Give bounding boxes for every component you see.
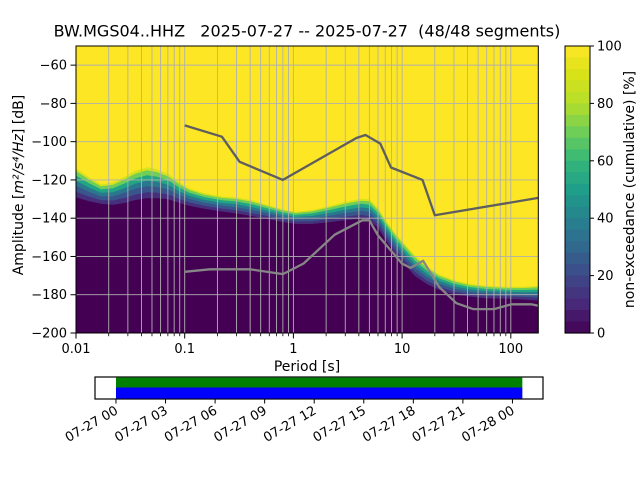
timeline-tick-label: 07-27 15 — [311, 403, 369, 445]
timeline-coverage-bar-blue — [115, 387, 523, 399]
timeline-data-bar-green — [115, 377, 523, 388]
colorbar-step — [565, 57, 590, 70]
y-tick-label: −160 — [31, 250, 67, 265]
colorbar-tick-label: 60 — [597, 154, 614, 169]
colorbar-tick-label: 80 — [597, 97, 614, 112]
colorbar-step — [565, 264, 590, 277]
colorbar-step — [565, 80, 590, 93]
timeline-tick-label: 07-28 00 — [459, 403, 517, 445]
x-tick-label: 0.1 — [174, 342, 195, 357]
y-axis-label-math: m²/s⁴/Hz — [11, 134, 27, 194]
colorbar-step — [565, 298, 590, 311]
timeline-tick-label: 07-27 12 — [261, 403, 319, 445]
x-tick-label: 100 — [498, 342, 523, 357]
colorbar-tick-label: 100 — [597, 40, 622, 55]
plot-layers: 0.01 0.1 1 10 100 −200 −180 −160 −140 −120 −100 −80… — [31, 40, 622, 446]
colorbar-step — [565, 252, 590, 265]
colorbar-label: non-exceedance (cumulative) [%] — [622, 71, 638, 308]
y-axis-label-prefix: Amplitude [ — [11, 194, 27, 276]
y-tick-label: −100 — [31, 135, 67, 150]
colorbar-step — [565, 126, 590, 139]
colorbar-step — [565, 137, 590, 150]
y-tick-label: −180 — [31, 288, 67, 303]
colorbar-step — [565, 91, 590, 104]
colorbar-step — [565, 218, 590, 231]
noise-model-high-line — [184, 124, 539, 217]
timeline-tick-label: 07-27 18 — [360, 403, 418, 445]
timeline-tick-label: 07-27 03 — [112, 403, 170, 445]
colorbar-tick-label: 20 — [597, 269, 614, 284]
x-axis-label: Period [s] — [274, 359, 340, 375]
colorbar-tick-label: 0 — [597, 327, 605, 342]
colorbar-frame — [564, 45, 591, 334]
plot-title: BW.MGS04..HHZ 2025-07-27 -- 2025-07-27 (… — [54, 22, 561, 41]
y-axis-label: Amplitude [m²/s⁴/Hz] [dB] — [11, 73, 27, 307]
timeline-tick-label: 07-27 21 — [410, 403, 468, 445]
colorbar-step — [565, 183, 590, 196]
y-tick-label: −80 — [40, 97, 67, 112]
timeline-tick-label: 07-27 00 — [63, 403, 121, 445]
y-tick-label: −120 — [31, 173, 67, 188]
colorbar-step — [565, 149, 590, 162]
colorbar-step — [565, 287, 590, 300]
colorbar-step — [565, 46, 590, 59]
colorbar-step — [565, 310, 590, 323]
colorbar-step — [565, 206, 590, 219]
colorbar-step — [565, 275, 590, 288]
timeline-tick-label: 07-27 09 — [212, 403, 270, 445]
y-tick-label: −140 — [31, 212, 67, 227]
timeline-tick-label: 07-27 06 — [162, 403, 220, 445]
colorbar-step — [565, 195, 590, 208]
y-axis-label-suffix: ] [dB] — [11, 95, 27, 134]
y-tick-label: −60 — [40, 59, 67, 74]
colorbar-step — [565, 103, 590, 116]
colorbar-step — [565, 68, 590, 82]
axes-frame — [75, 45, 539, 334]
heatmap-zero-region — [76, 197, 539, 333]
colorbar-tick-label: 40 — [597, 212, 614, 227]
colorbar-step — [565, 172, 590, 185]
colorbar-step — [565, 321, 590, 334]
colorbar-step — [565, 229, 590, 242]
colorbar-step — [565, 241, 590, 254]
colorbar-step — [565, 160, 590, 173]
noise-model-low-line — [184, 219, 539, 311]
x-tick-label: 1 — [289, 342, 297, 357]
colorbar-step — [565, 114, 590, 127]
x-tick-label: 0.01 — [62, 342, 91, 357]
y-tick-label: −200 — [31, 327, 67, 342]
x-tick-label: 10 — [394, 342, 411, 357]
